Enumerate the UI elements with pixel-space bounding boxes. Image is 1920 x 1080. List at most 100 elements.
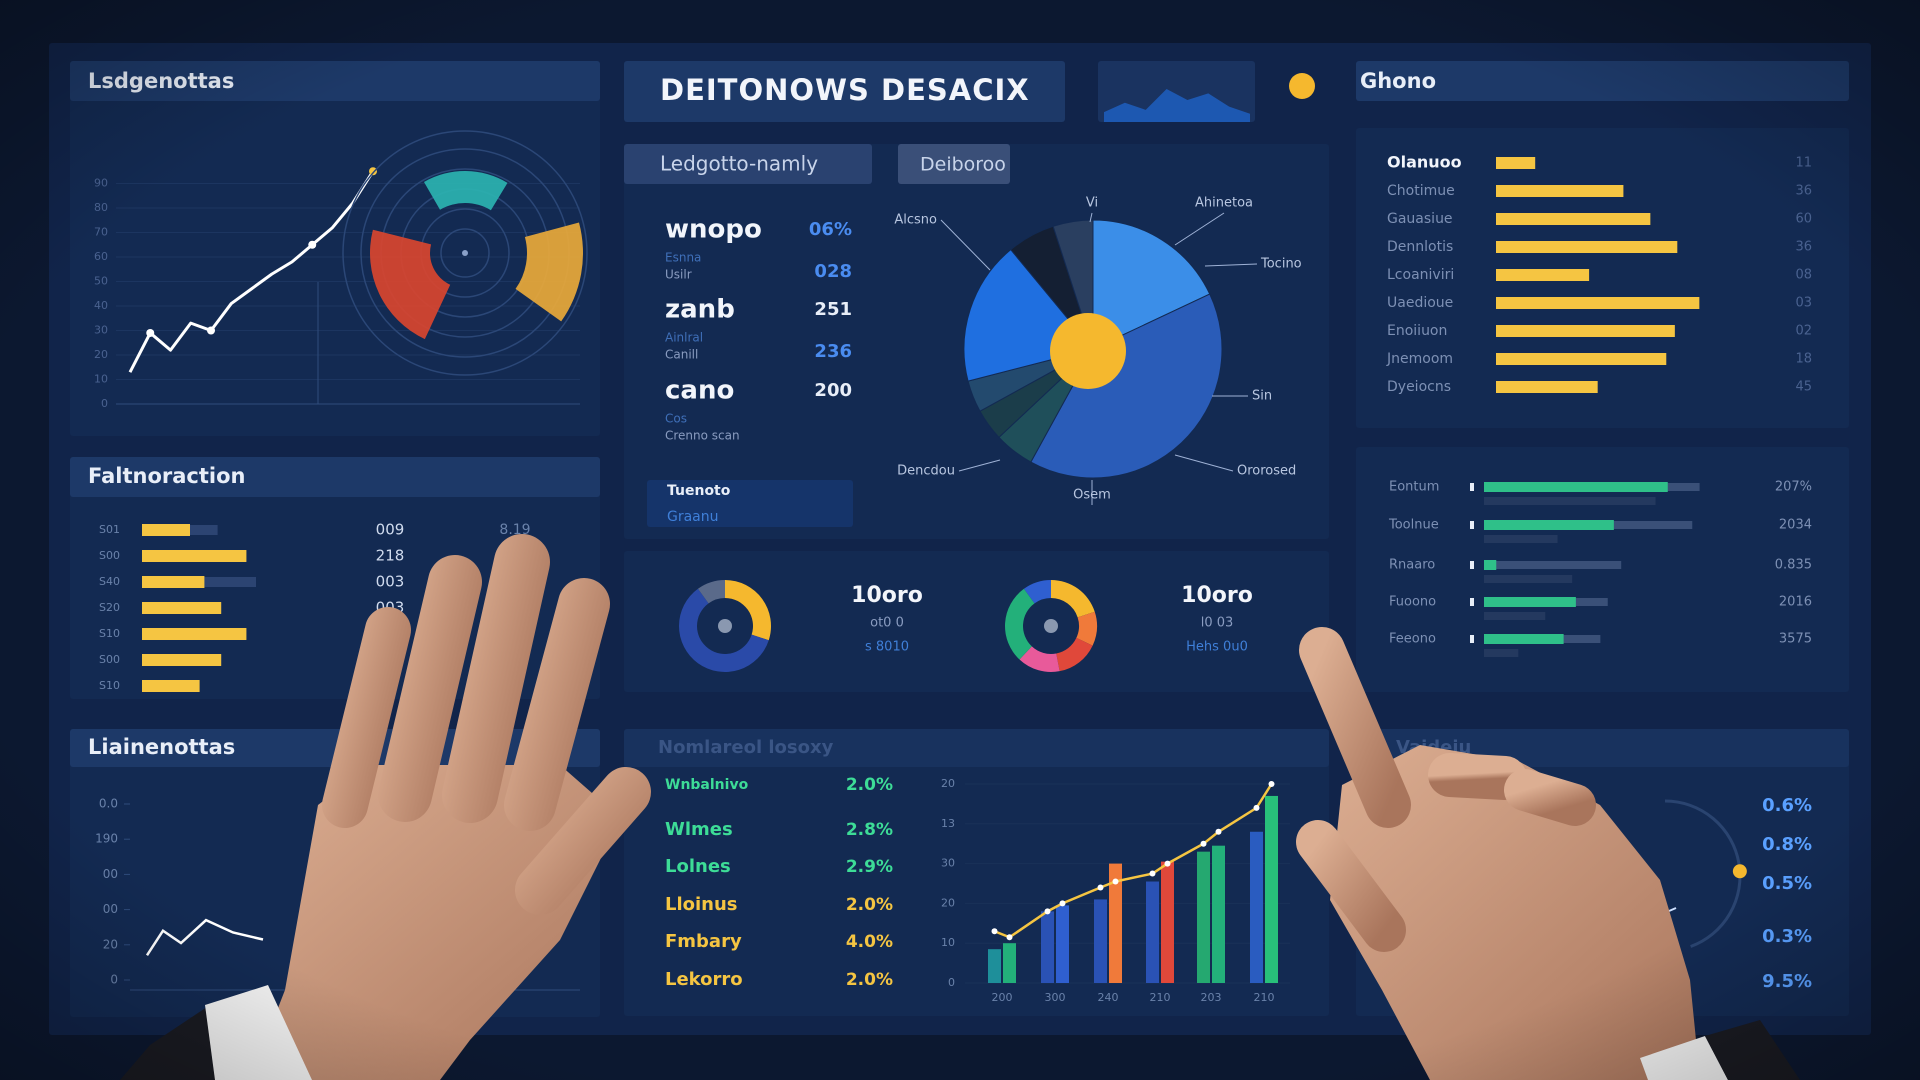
kpi-value: 028 bbox=[814, 261, 852, 282]
progress-note: 2034 bbox=[1779, 518, 1812, 533]
bar bbox=[1496, 185, 1624, 197]
pie-annotation: Osem bbox=[1073, 488, 1111, 503]
y-tick-label: 20 bbox=[103, 937, 118, 951]
row-label: S10 bbox=[99, 679, 120, 692]
rank-label: Olanuoo bbox=[1387, 153, 1462, 172]
curled-finger bbox=[1504, 769, 1596, 826]
bar bbox=[1496, 353, 1667, 365]
pie-annotation: Ahinetoa bbox=[1195, 196, 1253, 211]
line-point bbox=[1097, 884, 1104, 891]
kpi-value: 251 bbox=[814, 299, 852, 320]
kpi-note: Crenno scan bbox=[665, 429, 740, 443]
tab-label: Deiboroo bbox=[920, 154, 1006, 176]
bar bbox=[1197, 851, 1210, 983]
y-tick-label: 00 bbox=[103, 867, 118, 881]
row-label: S20 bbox=[99, 601, 120, 614]
metric-value: 2.8% bbox=[846, 820, 893, 840]
panel-title: Nomlareol losoxy bbox=[658, 737, 834, 758]
bar bbox=[142, 602, 222, 614]
kpi-note: Usilr bbox=[665, 268, 692, 282]
line-point bbox=[1059, 900, 1066, 907]
donut-center bbox=[718, 619, 732, 633]
progress-marker bbox=[1470, 598, 1474, 606]
x-tick-label: 210 bbox=[1254, 991, 1275, 1004]
tab-label: Ledgotto-namly bbox=[660, 152, 818, 176]
donut-headline: 10oro bbox=[851, 583, 923, 608]
metric-label: Lekorro bbox=[665, 969, 743, 990]
bar bbox=[142, 654, 222, 666]
line-point bbox=[1112, 878, 1119, 885]
panel-title: Lsdgenottas bbox=[88, 69, 234, 93]
pie-annotation: Alcsno bbox=[894, 213, 937, 228]
y-tick-label: 40 bbox=[94, 299, 108, 312]
progress-label: Eontum bbox=[1389, 480, 1439, 495]
metric-value: 2.9% bbox=[846, 857, 893, 877]
bar bbox=[1003, 943, 1016, 983]
kpi-note: Esnna bbox=[665, 251, 701, 265]
bar bbox=[1056, 905, 1069, 983]
donut-note: Hehs 0u0 bbox=[1186, 640, 1248, 655]
metric-label: Lolnes bbox=[665, 856, 731, 877]
bar bbox=[1094, 899, 1107, 983]
bar bbox=[1212, 845, 1225, 983]
bar bbox=[1161, 861, 1174, 983]
y-tick-label: 60 bbox=[94, 250, 108, 263]
gauge-reading: 0.8% bbox=[1762, 834, 1812, 855]
gauge-marker bbox=[1732, 864, 1747, 879]
trend-point bbox=[308, 240, 317, 249]
pie-annotation: Tocino bbox=[1260, 257, 1302, 272]
rank-code: 11 bbox=[1795, 156, 1812, 171]
secondary-bar bbox=[1484, 575, 1573, 583]
y-tick-label: 30 bbox=[94, 324, 108, 337]
donut-center bbox=[1044, 619, 1058, 633]
y-tick-label: 00 bbox=[103, 902, 118, 916]
line-point bbox=[1253, 804, 1260, 811]
rank-code: 45 bbox=[1795, 380, 1812, 395]
rank-code: 02 bbox=[1795, 324, 1812, 339]
donut-note: l0 03 bbox=[1201, 616, 1234, 631]
y-tick-label: 190 bbox=[95, 832, 118, 846]
bar bbox=[988, 949, 1001, 983]
progress-note: 2016 bbox=[1779, 595, 1812, 610]
gauge-reading: 0.3% bbox=[1762, 926, 1812, 947]
secondary-bar bbox=[1484, 497, 1656, 505]
rank-label: Jnemoom bbox=[1386, 351, 1453, 367]
kpi-value: 236 bbox=[814, 341, 852, 362]
y-tick-label: 13 bbox=[941, 817, 955, 830]
progress-bar bbox=[1484, 520, 1614, 530]
y-tick-label: 0 bbox=[110, 973, 118, 987]
line-point bbox=[1215, 828, 1222, 835]
bar bbox=[1265, 795, 1278, 983]
bar bbox=[1146, 881, 1159, 983]
note-subtitle: Graanu bbox=[667, 509, 719, 525]
bar bbox=[1496, 213, 1651, 225]
x-tick-label: 210 bbox=[1150, 991, 1171, 1004]
rank-code: 36 bbox=[1795, 184, 1812, 199]
y-tick-label: 30 bbox=[941, 857, 955, 870]
dashboard-title: DEITONOWS DESACIX bbox=[660, 73, 1030, 107]
secondary-bar bbox=[1484, 649, 1519, 657]
line-point bbox=[1149, 870, 1156, 877]
pie-annotation: Ororosed bbox=[1237, 464, 1296, 479]
rank-code: 08 bbox=[1795, 268, 1812, 283]
metric-value: 2.0% bbox=[846, 775, 893, 795]
bar bbox=[142, 524, 190, 536]
kpi-note: Ainlral bbox=[665, 331, 703, 345]
rank-code: 36 bbox=[1795, 240, 1812, 255]
kpi-name: wnopo bbox=[665, 215, 762, 245]
donut-headline: 10oro bbox=[1181, 583, 1253, 608]
curled-finger bbox=[1428, 753, 1527, 800]
column-value: 218 bbox=[376, 547, 405, 565]
rank-label: Lcoaniviri bbox=[1387, 267, 1454, 283]
bar bbox=[142, 680, 200, 692]
rank-label: Dennlotis bbox=[1387, 239, 1453, 255]
kpi-name: zanb bbox=[665, 295, 735, 325]
line-point bbox=[1044, 908, 1051, 915]
rank-label: Dyeiocns bbox=[1387, 379, 1451, 395]
line-point bbox=[991, 928, 998, 935]
y-tick-label: 20 bbox=[94, 348, 108, 361]
kpi-name: cano bbox=[665, 376, 734, 406]
column-value: 009 bbox=[376, 521, 405, 539]
bar bbox=[1496, 241, 1678, 253]
progress-label: Toolnue bbox=[1388, 518, 1439, 533]
